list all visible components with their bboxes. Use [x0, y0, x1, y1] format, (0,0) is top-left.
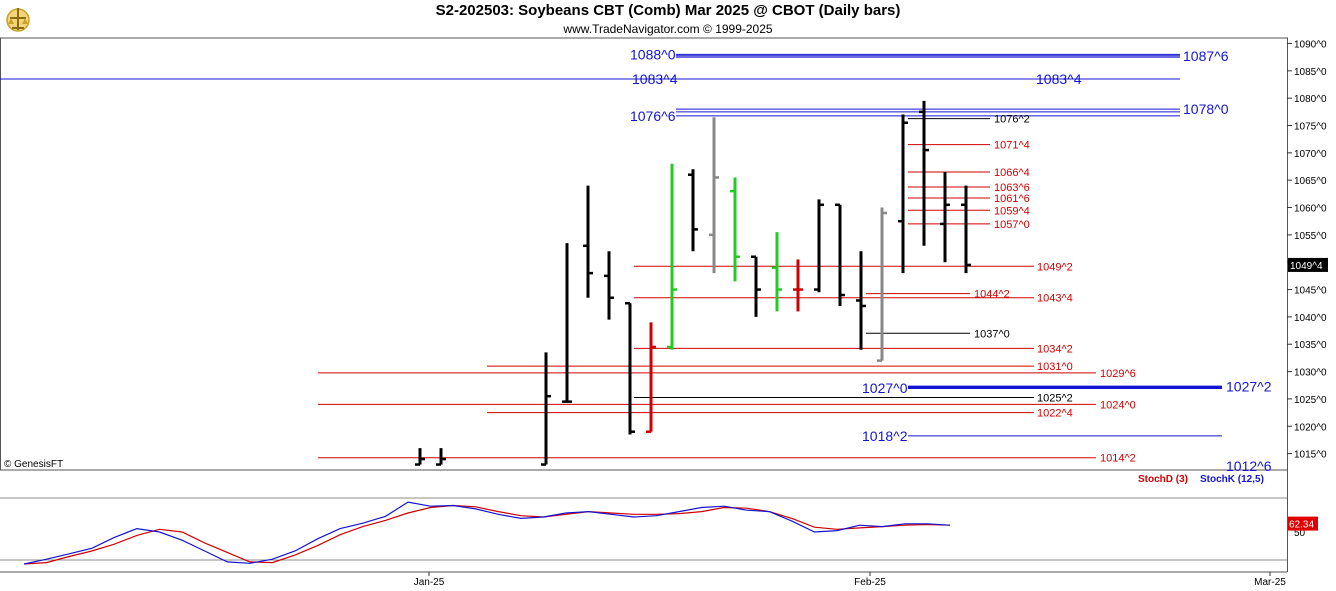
- stochk-line: [23, 501, 951, 565]
- y-tick-label: 1015^0: [1294, 450, 1327, 461]
- level-label: 1012^6: [1226, 458, 1272, 474]
- level-label: 1018^2: [862, 428, 908, 444]
- level-label: 1078^0: [1183, 101, 1229, 117]
- ohlc-bar: [940, 171, 950, 263]
- ohlc-bar: [751, 255, 761, 317]
- ohlc-bar: [709, 117, 719, 274]
- level-label: 1027^2: [1226, 379, 1272, 395]
- chart-subtitle: www.TradeNavigator.com © 1999-2025: [563, 22, 773, 36]
- y-tick-label: 1085^0: [1294, 67, 1327, 78]
- price-axis: 1015^0 1020^0 1025^0 1030^0 1035^0 1040^0 1045…: [1287, 39, 1328, 461]
- stochd-line: [23, 504, 951, 565]
- last-price-badge: [1288, 257, 1328, 272]
- y-tick-label: 1030^0: [1294, 368, 1327, 379]
- level-label: 1087^6: [1183, 48, 1229, 64]
- y-tick-label: 1025^0: [1294, 395, 1327, 406]
- ohlc-bar: [961, 185, 971, 274]
- chart-title: S2-202503: Soybeans CBT (Comb) Mar 2025 …: [435, 2, 901, 19]
- y-tick-label: 1055^0: [1294, 231, 1327, 242]
- level-label: 1043^4: [1037, 293, 1073, 305]
- level-label: 1024^0: [1100, 399, 1136, 411]
- ohlc-bar: [772, 232, 782, 312]
- stoch-y-tick: 50: [1294, 528, 1306, 539]
- y-tick-label: 1060^0: [1294, 204, 1327, 215]
- stochk-legend: StochK (12,5): [1200, 474, 1264, 485]
- ohlc-bar: [793, 259, 803, 312]
- level-label: 1025^2: [1037, 393, 1073, 405]
- level-label: 1061^6: [994, 193, 1030, 205]
- ohlc-bar: [898, 114, 908, 274]
- y-tick-label: 1070^0: [1294, 149, 1327, 160]
- ohlc-bar: [688, 169, 698, 252]
- stochd-legend: StochD (3): [1138, 474, 1188, 485]
- y-tick-label: 1035^0: [1294, 340, 1327, 351]
- level-label: 1044^2: [974, 289, 1010, 301]
- ohlc-bar: [436, 448, 446, 466]
- x-tick-label: Feb-25: [854, 577, 886, 588]
- level-label: 1057^0: [994, 219, 1030, 231]
- y-tick-label: 1080^0: [1294, 94, 1327, 105]
- stoch-last-value: 62.34: [1289, 520, 1314, 531]
- ohlc-bar: [415, 448, 425, 466]
- ohlc-bar: [835, 203, 845, 306]
- level-label: 1031^0: [1037, 361, 1073, 373]
- y-tick-label: 1065^0: [1294, 176, 1327, 187]
- level-label: 1049^2: [1037, 261, 1073, 273]
- last-price-label: 1049^4: [1290, 261, 1323, 272]
- y-tick-label: 1090^0: [1294, 39, 1327, 50]
- level-label: 1027^0: [862, 380, 908, 396]
- y-tick-label: 1075^0: [1294, 121, 1327, 132]
- ohlc-bar: [667, 163, 677, 350]
- level-label: 1029^6: [1100, 368, 1136, 380]
- ohlc-bar: [646, 322, 656, 433]
- level-label: 1066^4: [994, 167, 1030, 179]
- price-bars: [415, 100, 971, 466]
- chart-frame: [0, 37, 1288, 573]
- x-tick-label: Mar-25: [1254, 577, 1286, 588]
- ohlc-bar: [814, 199, 824, 293]
- time-axis: Jan-25 Feb-25 Mar-25: [414, 572, 1286, 588]
- price-panel-border: [0, 37, 1288, 471]
- ohlc-bar: [583, 185, 593, 298]
- ohlc-bar: [541, 352, 551, 466]
- x-tick-label: Jan-25: [414, 577, 445, 588]
- stoch-last-badge: [1288, 516, 1318, 531]
- trade-navigator-logo-icon: [2, 2, 34, 34]
- level-label: 1063^6: [994, 182, 1030, 194]
- level-label: 1059^4: [994, 205, 1030, 217]
- y-tick-label: 1045^0: [1294, 286, 1327, 297]
- level-label: 1022^4: [1037, 408, 1073, 420]
- level-label: 1034^2: [1037, 343, 1073, 355]
- ohlc-bar: [562, 243, 572, 403]
- copyright-label: © GenesisFT: [4, 459, 63, 470]
- ohlc-bar: [625, 301, 635, 435]
- level-label: 1088^0: [630, 46, 676, 62]
- ohlc-bar: [919, 100, 929, 246]
- level-label: 1083^4: [1036, 71, 1082, 87]
- y-tick-label: 1040^0: [1294, 313, 1327, 324]
- ohlc-bar: [604, 251, 614, 320]
- y-tick-label: 1020^0: [1294, 422, 1327, 433]
- ohlc-bar: [856, 251, 866, 350]
- level-label: 1076^2: [994, 114, 1030, 126]
- level-label: 1076^6: [630, 108, 676, 124]
- ohlc-bar: [877, 207, 887, 362]
- ohlc-bar: [730, 177, 740, 282]
- level-label: 1014^2: [1100, 453, 1136, 465]
- level-label: 1037^0: [974, 328, 1010, 340]
- level-label: 1071^4: [994, 140, 1030, 152]
